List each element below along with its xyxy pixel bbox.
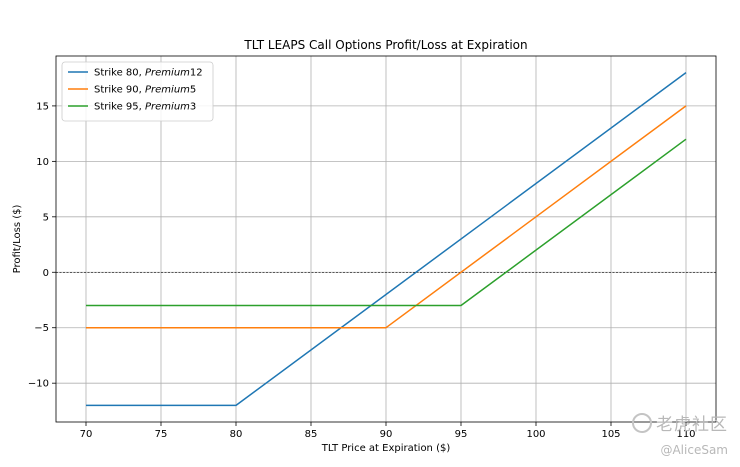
series-line-2 <box>86 105 687 329</box>
y-tick-label: −10 <box>28 379 49 390</box>
tiger-logo-icon <box>632 413 652 433</box>
y-axis-label: Profit/Loss ($) <box>12 205 23 274</box>
series-line-1 <box>86 71 687 407</box>
series-group <box>86 71 687 407</box>
x-tick-label: 100 <box>526 429 545 440</box>
x-tick-label: 85 <box>305 429 318 440</box>
series-line-3 <box>86 138 687 307</box>
legend-entry-2: Strike 90, Premium5 <box>94 85 196 96</box>
legend-entry-3: Strike 95, Premium3 <box>94 102 196 113</box>
x-axis-ticks: 70 75 80 85 90 95 100 105 110 <box>80 422 696 440</box>
x-tick-label: 105 <box>601 429 620 440</box>
x-tick-label: 95 <box>455 429 468 440</box>
legend-entry-1: Strike 80, Premium12 <box>94 68 203 79</box>
legend-box <box>61 61 214 122</box>
y-tick-label: 0 <box>43 268 49 279</box>
x-axis-label: TLT Price at Expiration ($) <box>321 443 451 454</box>
x-tick-label: 80 <box>230 429 243 440</box>
y-tick-label: 10 <box>36 157 49 168</box>
x-tick-label: 70 <box>80 429 93 440</box>
x-tick-label: 90 <box>380 429 393 440</box>
chart-title: TLT LEAPS Call Options Profit/Loss at Ex… <box>243 38 527 52</box>
watermark-handle: @AliceSam <box>660 443 728 457</box>
y-tick-label: 5 <box>43 212 49 223</box>
watermark-logo: 老虎社区 <box>632 410 728 435</box>
x-tick-label: 75 <box>155 429 168 440</box>
y-tick-label: −5 <box>34 323 49 334</box>
y-axis-ticks: −10 −5 0 5 10 15 <box>28 101 56 390</box>
watermark-text: 老虎社区 <box>656 415 728 435</box>
y-tick-label: 15 <box>36 101 49 112</box>
x-tick-label: 110 <box>676 429 695 440</box>
legend: Strike 80, Premium12 Strike 90, Premium5 S… <box>61 61 214 122</box>
